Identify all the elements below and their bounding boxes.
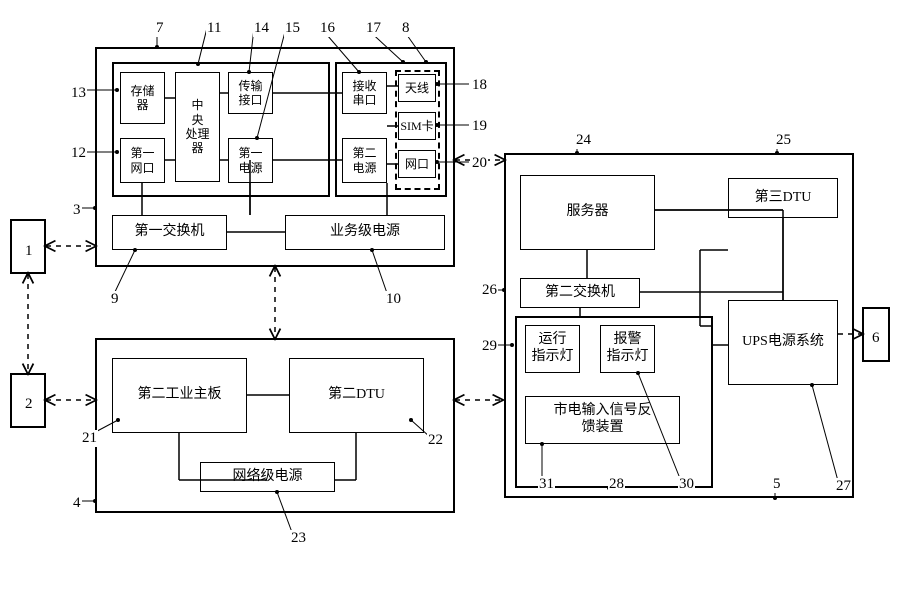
label-L6: 6 — [871, 330, 881, 347]
label-L31: 31 — [538, 476, 555, 493]
label-L27: 27 — [835, 478, 852, 495]
node-n27: UPS电源系统 — [728, 300, 838, 385]
label-L18: 18 — [471, 77, 488, 94]
node-n31: 市电输入信号反 馈装置 — [525, 396, 680, 444]
label-L10: 10 — [385, 291, 402, 308]
node-n18: 天线 — [398, 74, 436, 102]
node-n10: 业务级电源 — [285, 215, 445, 250]
label-L9: 9 — [110, 291, 120, 308]
label-L23: 23 — [290, 530, 307, 547]
label-L15: 15 — [284, 20, 301, 37]
label-L5: 5 — [772, 476, 782, 493]
label-L21: 21 — [81, 430, 98, 447]
node-n30: 报警 指示灯 — [600, 325, 655, 373]
label-L3: 3 — [72, 202, 82, 219]
label-L13: 13 — [70, 85, 87, 102]
label-L25: 25 — [775, 132, 792, 149]
label-L1: 1 — [24, 243, 34, 260]
node-n19: SIM卡 — [398, 112, 436, 140]
label-L12: 12 — [70, 145, 87, 162]
node-n13: 存储 器 — [120, 72, 165, 124]
node-n16: 接收 串口 — [342, 72, 387, 114]
label-L20: 20 — [471, 155, 488, 172]
label-L14: 14 — [253, 20, 270, 37]
node-n11: 中 央 处理 器 — [175, 72, 220, 182]
label-L2: 2 — [24, 396, 34, 413]
label-L4: 4 — [72, 495, 82, 512]
label-L17: 17 — [365, 20, 382, 37]
label-L26: 26 — [481, 282, 498, 299]
label-L11: 11 — [206, 20, 222, 37]
label-L8: 8 — [401, 20, 411, 37]
node-n12: 第一 网口 — [120, 138, 165, 183]
node-n26: 第二交换机 — [520, 278, 640, 308]
label-L29: 29 — [481, 338, 498, 355]
label-L19: 19 — [471, 118, 488, 135]
label-L30: 30 — [678, 476, 695, 493]
node-n24: 服务器 — [520, 175, 655, 250]
node-n22: 第二DTU — [289, 358, 424, 433]
label-L28: 28 — [608, 476, 625, 493]
node-n15: 第一 电源 — [228, 138, 273, 183]
node-n21: 第二工业主板 — [112, 358, 247, 433]
node-n25: 第三DTU — [728, 178, 838, 218]
node-n_e2: 第二 电源 — [342, 138, 387, 183]
node-n14: 传输 接口 — [228, 72, 273, 114]
label-L24: 24 — [575, 132, 592, 149]
node-n9: 第一交换机 — [112, 215, 227, 250]
label-L22: 22 — [427, 432, 444, 449]
node-n23: 网络级电源 — [200, 462, 335, 492]
label-L7: 7 — [155, 20, 165, 37]
label-L16: 16 — [319, 20, 336, 37]
node-n20: 网口 — [398, 150, 436, 178]
node-n29: 运行 指示灯 — [525, 325, 580, 373]
